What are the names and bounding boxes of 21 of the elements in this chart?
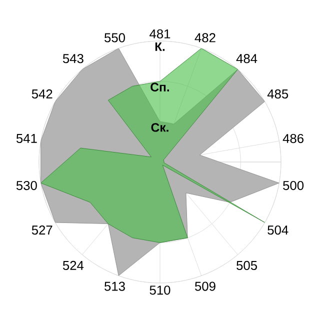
spoke-label: 486: [282, 134, 304, 144]
spoke-label: 543: [62, 54, 84, 64]
spoke-label: 527: [32, 226, 52, 235]
spoke-label: 482: [194, 33, 216, 42]
spoke-label: 505: [236, 260, 257, 270]
spoke-label: 504: [268, 226, 288, 235]
spoke-label: 484: [236, 54, 258, 64]
y-tick-label: Ск.: [151, 123, 168, 132]
spoke-label: 481: [150, 29, 170, 38]
y-tick-label: Сп.: [150, 82, 170, 92]
spoke-label: 500: [283, 180, 304, 190]
spoke-label: 485: [267, 89, 288, 99]
spoke-label: 509: [195, 282, 216, 291]
spoke-label: 550: [104, 33, 125, 42]
spoke-label: 542: [32, 89, 52, 99]
spoke-label: 510: [150, 286, 170, 295]
spoke-label: 541: [16, 134, 37, 143]
spoke-label: 513: [104, 282, 125, 291]
spoke-label: 530: [16, 180, 37, 190]
spoke-label: 524: [62, 260, 84, 270]
y-tick-label: К.: [155, 42, 165, 51]
